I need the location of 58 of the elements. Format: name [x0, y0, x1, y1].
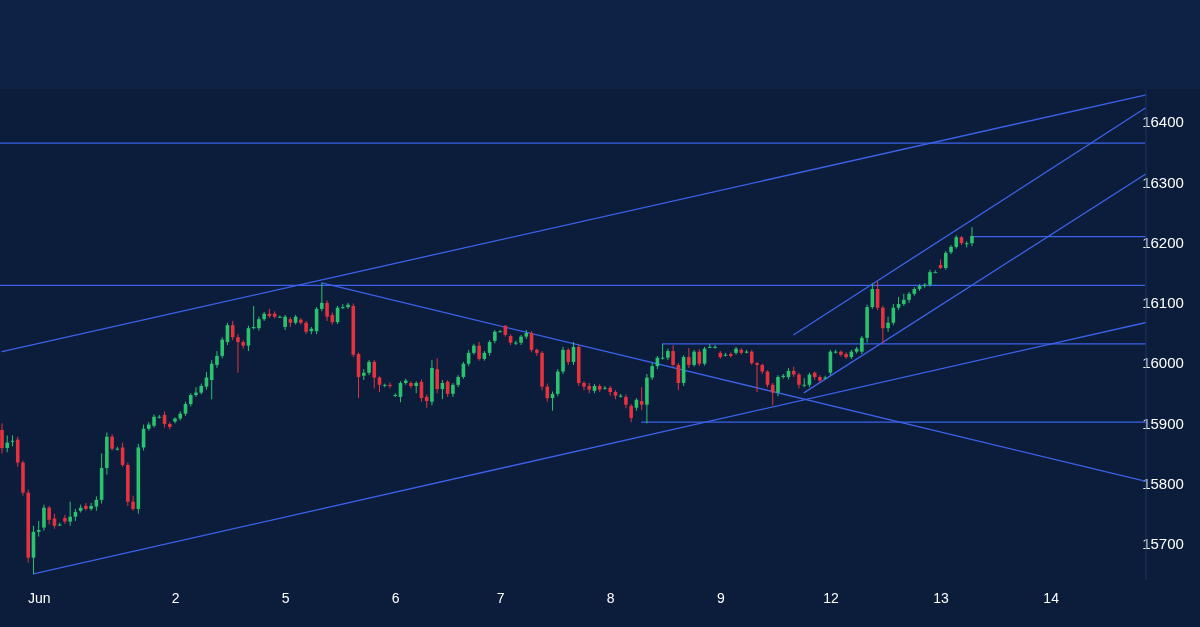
- candlestick: [755, 361, 759, 393]
- x-tick-label: 7: [496, 589, 505, 606]
- candlestick: [15, 436, 20, 468]
- candlestick: [943, 250, 948, 271]
- candlestick: [687, 347, 691, 369]
- y-tick-label: 16100: [1142, 294, 1184, 312]
- candlestick: [325, 299, 329, 322]
- candlestick: [84, 502, 88, 512]
- x-tick-label: 13: [933, 589, 950, 606]
- candlestick: [734, 346, 738, 356]
- candlestick: [881, 305, 885, 344]
- candlestick: [409, 380, 413, 389]
- candlestick: [42, 504, 46, 532]
- candlestick: [639, 386, 644, 411]
- candlestick: [629, 403, 633, 423]
- x-tick-label: 14: [1043, 589, 1060, 606]
- x-tick-label: 9: [716, 589, 725, 606]
- y-tick-label: 15700: [1142, 535, 1184, 553]
- y-tick-label: 15800: [1142, 474, 1184, 492]
- candlestick: [47, 505, 51, 526]
- x-tick-label: 12: [823, 589, 839, 606]
- y-tick-label: 16200: [1142, 233, 1184, 251]
- x-tick-label: 6: [391, 589, 400, 606]
- candlestick: [671, 344, 675, 368]
- candlestick: [818, 374, 822, 384]
- x-tick-label: 2: [171, 589, 180, 606]
- y-tick-label: 16000: [1142, 354, 1184, 372]
- candlestick: [561, 346, 565, 375]
- x-tick-label: 5: [281, 589, 290, 606]
- candlestick: [886, 316, 890, 333]
- candlestick: [776, 374, 780, 397]
- candlestick: [131, 495, 135, 512]
- candlestick: [299, 317, 303, 326]
- y-tick-label: 15900: [1142, 414, 1184, 432]
- candlestick: [770, 382, 775, 406]
- candlestick: [173, 416, 177, 424]
- candlestick: [320, 282, 324, 312]
- candlestick: [63, 514, 67, 525]
- x-tick-label: 8: [606, 589, 615, 606]
- candlestick: [372, 359, 377, 389]
- candlestick: [89, 502, 93, 512]
- candlestick: [555, 368, 560, 397]
- candlestick: [477, 341, 481, 362]
- candlestick: [388, 381, 392, 389]
- candlestick: [220, 336, 225, 359]
- candlestick: [907, 291, 911, 304]
- candlestick: [970, 226, 974, 247]
- candlestick: [0, 422, 4, 454]
- candlestick: [435, 357, 439, 394]
- candlestick: [860, 335, 864, 355]
- y-tick-label: 16400: [1142, 113, 1184, 131]
- candlestick: [498, 329, 502, 333]
- x-tick-label: Jun: [27, 589, 51, 606]
- y-tick-label: 16300: [1142, 173, 1184, 191]
- candlestick: [603, 385, 607, 391]
- candlestick: [68, 501, 72, 527]
- candlestick: [545, 383, 550, 403]
- candlestick: [236, 333, 240, 374]
